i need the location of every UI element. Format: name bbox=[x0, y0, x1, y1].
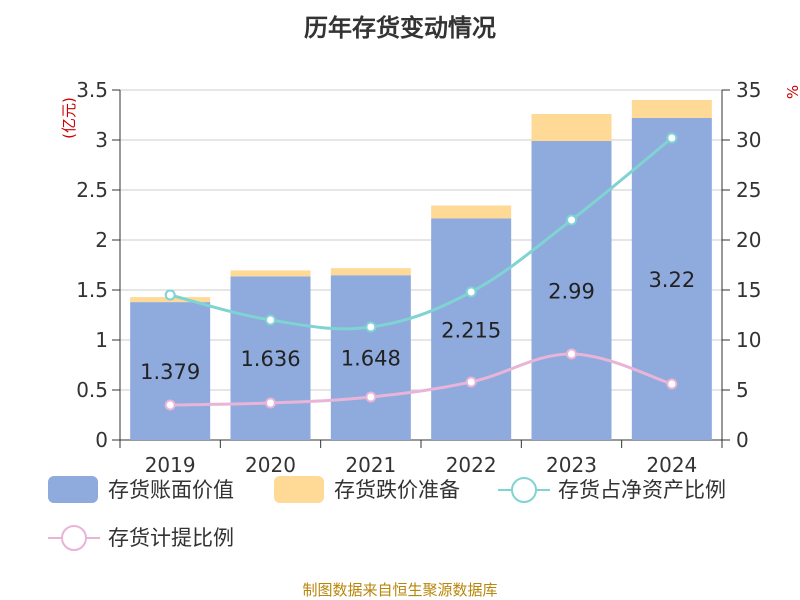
x-tick-label: 2019 bbox=[145, 453, 196, 477]
y-right-tick-label: 25 bbox=[736, 178, 761, 202]
line-point bbox=[365, 391, 377, 403]
bar-impairment bbox=[531, 114, 612, 141]
line-point bbox=[566, 214, 577, 226]
legend-item-book-value[interactable]: 存货账面价值 bbox=[48, 474, 234, 504]
line-point bbox=[265, 314, 276, 326]
bar-book-value bbox=[230, 276, 311, 440]
y-left-tick-label: 0.5 bbox=[76, 378, 108, 402]
line-series-2 bbox=[169, 136, 673, 331]
legend-label-provision-ratio: 存货计提比例 bbox=[108, 526, 234, 550]
y-right-tick-label: 35 bbox=[736, 78, 761, 102]
line-point bbox=[164, 399, 176, 411]
x-tick-label: 2023 bbox=[546, 453, 597, 477]
y-left-tick-label: 1.5 bbox=[76, 278, 108, 302]
bar-impairment bbox=[631, 100, 712, 118]
line-point bbox=[164, 289, 176, 301]
y-right-axis-label: % bbox=[784, 85, 800, 99]
chart-title: 历年存货变动情况 bbox=[304, 14, 496, 42]
y-right-tick-label: 10 bbox=[736, 328, 761, 352]
y-left-tick-label: 3.5 bbox=[76, 78, 108, 102]
x-tick-label: 2024 bbox=[646, 453, 697, 477]
line-point bbox=[465, 286, 477, 298]
legend-item-net-asset-ratio[interactable]: 存货占净资产比例 bbox=[498, 474, 726, 504]
legend-item-impairment[interactable]: 存货跌价准备 bbox=[274, 474, 460, 504]
y-right-tick-label: 30 bbox=[736, 128, 761, 152]
bar-value-label: 1.379 bbox=[140, 360, 200, 384]
bar-value-label: 1.648 bbox=[341, 347, 401, 371]
y-right-tick-label: 15 bbox=[736, 278, 761, 302]
bar-value-label: 1.636 bbox=[240, 347, 300, 371]
legend-swatch-net-asset-ratio bbox=[498, 476, 550, 503]
bar-impairment bbox=[230, 270, 311, 277]
y-right-tick-label: 20 bbox=[736, 228, 761, 252]
bar-value-label: 3.22 bbox=[648, 268, 695, 292]
y-right-tick-label: 5 bbox=[736, 378, 749, 402]
legend-swatch-book-value bbox=[48, 475, 98, 503]
x-tick-label: 2020 bbox=[245, 453, 296, 477]
line-point bbox=[265, 397, 276, 409]
bar-book-value bbox=[431, 218, 512, 440]
y-left-tick-label: 0 bbox=[95, 428, 108, 452]
legend-label-impairment: 存货跌价准备 bbox=[334, 478, 460, 502]
bar-book-value bbox=[531, 141, 612, 440]
line-point bbox=[365, 321, 377, 333]
bar-book-value bbox=[130, 302, 211, 440]
legend-item-provision-ratio[interactable]: 存货计提比例 bbox=[48, 522, 234, 552]
legend-swatch-impairment bbox=[274, 475, 324, 503]
x-tick-label: 2021 bbox=[345, 453, 396, 477]
y-left-tick-label: 2 bbox=[95, 228, 108, 252]
y-left-tick-label: 1 bbox=[95, 328, 108, 352]
line-point bbox=[666, 132, 678, 144]
x-tick-label: 2022 bbox=[446, 453, 497, 477]
bar-value-label: 2.99 bbox=[548, 280, 595, 304]
line-point bbox=[566, 348, 577, 360]
legend-swatch-provision-ratio bbox=[48, 524, 100, 551]
y-left-tick-label: 3 bbox=[95, 128, 108, 152]
legend-label-book-value: 存货账面价值 bbox=[108, 478, 234, 502]
bar-impairment bbox=[330, 268, 411, 276]
y-right-tick-label: 0 bbox=[736, 428, 749, 452]
y-left-axis-label: (亿元) bbox=[60, 97, 78, 139]
y-left-tick-label: 2.5 bbox=[76, 178, 108, 202]
bar-book-value bbox=[330, 275, 411, 440]
legend-label-net-asset-ratio: 存货占净资产比例 bbox=[558, 478, 726, 502]
line-point bbox=[666, 378, 678, 390]
line-series-3 bbox=[170, 352, 673, 407]
bar-impairment bbox=[431, 205, 512, 219]
line-point bbox=[465, 376, 477, 388]
data-source-note: 制图数据来自恒生聚源数据库 bbox=[302, 581, 498, 599]
bar-value-label: 2.215 bbox=[441, 318, 501, 342]
